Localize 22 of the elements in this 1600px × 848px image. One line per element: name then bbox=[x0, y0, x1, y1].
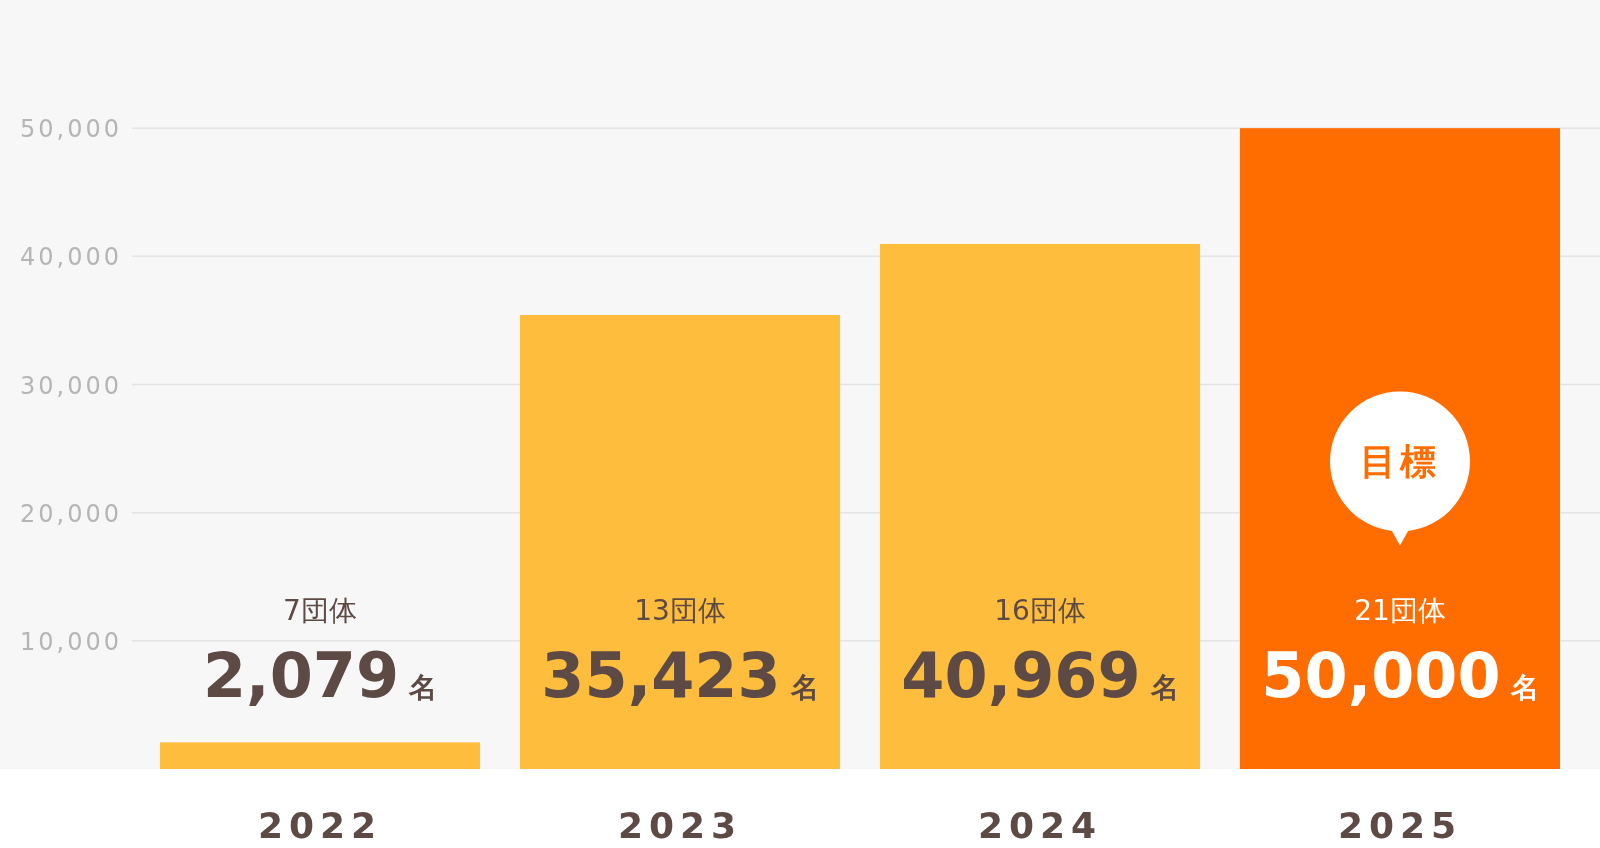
data-label: 40,969 名 bbox=[901, 639, 1179, 713]
data-label: 50,000 名 bbox=[1261, 639, 1539, 713]
x-tick-label: 2022 bbox=[257, 805, 383, 846]
data-label: 2,079 名 bbox=[202, 639, 438, 713]
bar bbox=[519, 315, 841, 769]
y-tick-label: 10,000 bbox=[20, 627, 122, 656]
annotation: 13団体 bbox=[634, 594, 726, 628]
y-tick-label: 20,000 bbox=[20, 499, 122, 528]
y-tick-label: 30,000 bbox=[20, 371, 122, 400]
annotation: 目標 bbox=[1360, 441, 1440, 483]
y-tick-label: 50,000 bbox=[20, 115, 122, 144]
bar bbox=[879, 243, 1201, 769]
annotation: 21団体 bbox=[1354, 594, 1446, 628]
y-tick-label: 40,000 bbox=[20, 243, 122, 272]
annotation: 16団体 bbox=[994, 594, 1086, 628]
data-label: 35,423 名 bbox=[541, 639, 819, 713]
x-tick-label: 2023 bbox=[617, 805, 743, 846]
x-tick-label: 2025 bbox=[1337, 805, 1463, 846]
bar bbox=[1239, 128, 1561, 769]
x-tick-label: 2024 bbox=[977, 805, 1103, 846]
annotation: 7団体 bbox=[283, 594, 357, 628]
bar bbox=[159, 742, 481, 769]
